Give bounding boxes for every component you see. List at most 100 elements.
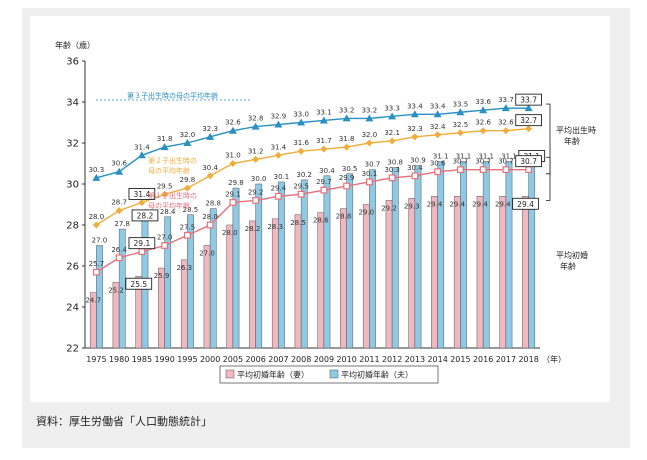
label-first: 30.6: [430, 160, 446, 168]
marker-third: [388, 112, 397, 120]
label-third: 31.4: [134, 143, 150, 151]
marker-first: [161, 242, 169, 249]
bar-husband: [346, 173, 354, 349]
marker-third: [342, 114, 351, 122]
label-first: 30.7: [475, 158, 491, 166]
label-third: 33.7: [520, 96, 537, 105]
bar-husband: [369, 169, 376, 349]
label-husband: 31.1: [501, 152, 517, 160]
label-wife: 29.4: [427, 200, 443, 208]
marker-first: [92, 268, 100, 276]
legend-label-wife: 平均初婚年齢（妻）: [237, 370, 309, 380]
bar-husband: [323, 175, 331, 349]
x-tick-label: 2006: [245, 355, 265, 364]
y-tick-label: 24: [66, 303, 79, 314]
label-wife: 25.2: [108, 286, 124, 294]
x-tick-label: 2008: [291, 355, 311, 364]
label-first: 29.1: [225, 190, 241, 198]
series-label-first: 第１子出生時の: [148, 191, 197, 200]
label-husband: 30.9: [410, 157, 426, 165]
marker-first: [343, 182, 351, 190]
label-husband: 28.4: [160, 208, 176, 216]
marker-third: [183, 139, 192, 146]
marker-first: [252, 197, 260, 204]
bar-wife: [271, 218, 279, 349]
label-husband: 28.2: [137, 211, 154, 220]
marker-second: [229, 160, 237, 167]
marker-first: [229, 199, 237, 206]
marker-second: [456, 129, 464, 137]
label-wife: 28.6: [313, 217, 329, 225]
bracket-label-birth: 平均出生時: [556, 125, 596, 135]
marker-first: [502, 166, 510, 174]
label-first: 26.4: [111, 246, 127, 254]
label-second: 29.8: [180, 176, 196, 184]
bar-wife: [431, 196, 438, 349]
label-husband: 28.8: [205, 200, 221, 208]
label-husband: 30.0: [251, 175, 267, 183]
x-tick-label: 1985: [132, 355, 152, 364]
marker-first: [297, 190, 305, 198]
label-first: 27.0: [157, 234, 173, 242]
bar-wife: [385, 200, 393, 349]
label-wife: 26.3: [176, 264, 192, 272]
label-husband: 30.8: [387, 159, 403, 167]
bar-husband: [437, 161, 445, 349]
marker-second: [297, 147, 305, 155]
marker-third: [251, 122, 260, 130]
bar-husband: [300, 179, 308, 349]
marker-third: [524, 104, 533, 112]
x-tick-label: 1990: [154, 355, 174, 364]
label-third-box: [515, 93, 542, 106]
marker-third: [137, 151, 146, 159]
label-first: 29.4: [271, 184, 287, 192]
x-tick-label: 2011: [359, 355, 379, 364]
label-husband: 27.0: [92, 237, 108, 245]
x-tick-label: 1980: [109, 355, 129, 364]
x-tick-label: 2012: [382, 355, 402, 364]
marker-second: [138, 198, 146, 206]
marker-third: [456, 108, 465, 116]
label-third: 33.7: [498, 96, 514, 104]
label-first: 29.1: [134, 239, 151, 248]
marker-first: [206, 221, 214, 229]
marker-third: [410, 110, 419, 118]
label-third: 33.4: [430, 102, 446, 110]
bar-husband: [414, 165, 422, 349]
marker-first: [365, 178, 373, 186]
bar-husband: [96, 245, 103, 349]
bracket-birth: [546, 103, 551, 175]
label-husband: 30.1: [274, 173, 290, 181]
label-first: 29.5: [293, 182, 309, 190]
bar-husband: [164, 216, 172, 349]
label-second: 32.7: [520, 116, 537, 125]
bar-wife: [476, 196, 484, 349]
label-husband: 30.2: [296, 171, 312, 179]
marker-second: [479, 127, 487, 135]
bar-wife: [294, 214, 302, 349]
bar-husband: [460, 161, 467, 349]
marker-third: [92, 173, 101, 181]
marker-second: [183, 184, 191, 192]
bar-wife: [317, 212, 325, 349]
bar-husband: [255, 183, 263, 349]
label-third: 33.0: [293, 111, 309, 119]
label-second-box: [128, 187, 156, 200]
x-tick-label: 2014: [427, 355, 447, 364]
marker-second: [434, 131, 442, 139]
series-label-third: 第３子出生時の母の平均年齢: [127, 91, 218, 100]
marker-third: [228, 126, 237, 134]
marker-third: [160, 143, 169, 151]
bar-wife: [362, 204, 370, 349]
bracket-label-marriage: 年齢: [560, 261, 576, 271]
label-second: 32.3: [407, 125, 423, 133]
marker-first: [320, 186, 328, 194]
marker-second: [411, 133, 419, 141]
bar-husband: [482, 161, 490, 349]
marker-third: [479, 106, 488, 114]
bar-husband: [505, 161, 513, 349]
label-third: 30.6: [111, 160, 127, 168]
bracket-label-marriage: 平均初婚: [556, 250, 588, 260]
y-tick-label: 32: [66, 139, 79, 150]
x-axis-unit: （年）: [542, 354, 566, 364]
